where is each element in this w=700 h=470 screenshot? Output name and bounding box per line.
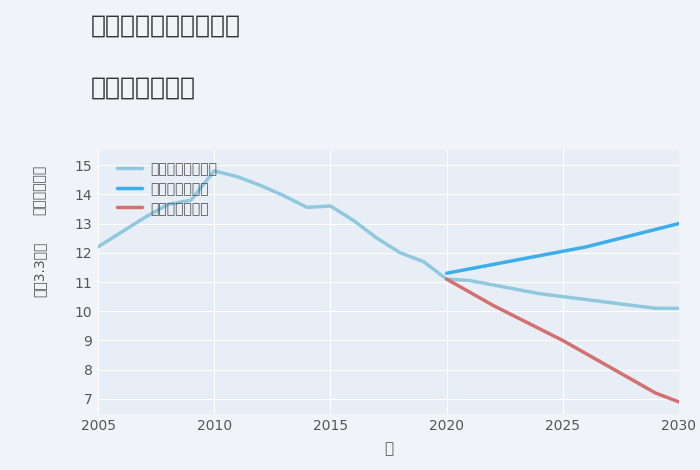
ノーマルシナリオ (164, 202, 172, 207)
ノーマルシナリオ (233, 174, 242, 180)
ノーマルシナリオ (326, 203, 335, 209)
Text: 土地の価格推移: 土地の価格推移 (91, 75, 196, 99)
Text: 単価（万円）: 単価（万円） (33, 165, 47, 215)
バッドシナリオ (605, 364, 613, 369)
グッドシナリオ (559, 249, 567, 254)
Text: 三重県鈴鹿市三宅町の: 三重県鈴鹿市三宅町の (91, 14, 241, 38)
Line: ノーマルシナリオ: ノーマルシナリオ (98, 171, 679, 308)
ノーマルシナリオ (675, 306, 683, 311)
バッドシナリオ (559, 337, 567, 343)
ノーマルシナリオ (117, 229, 125, 235)
ノーマルシナリオ (303, 204, 312, 210)
ノーマルシナリオ (256, 183, 265, 188)
バッドシナリオ (652, 390, 660, 396)
ノーマルシナリオ (280, 193, 288, 198)
ノーマルシナリオ (652, 306, 660, 311)
ノーマルシナリオ (372, 235, 381, 241)
X-axis label: 年: 年 (384, 441, 393, 456)
ノーマルシナリオ (140, 215, 148, 220)
ノーマルシナリオ (536, 291, 544, 297)
グッドシナリオ (442, 270, 451, 276)
グッドシナリオ (582, 244, 590, 250)
ノーマルシナリオ (582, 297, 590, 302)
ノーマルシナリオ (396, 250, 405, 256)
グッドシナリオ (652, 227, 660, 232)
Text: 坪（3.3㎡）: 坪（3.3㎡） (33, 241, 47, 297)
バッドシナリオ (442, 276, 451, 282)
ノーマルシナリオ (94, 244, 102, 250)
ノーマルシナリオ (489, 282, 497, 288)
ノーマルシナリオ (629, 303, 637, 308)
ノーマルシナリオ (349, 218, 358, 223)
グッドシナリオ (629, 232, 637, 238)
Line: バッドシナリオ: バッドシナリオ (447, 279, 679, 402)
バッドシナリオ (675, 399, 683, 405)
グッドシナリオ (675, 221, 683, 227)
ノーマルシナリオ (466, 278, 474, 283)
ノーマルシナリオ (512, 287, 521, 292)
ノーマルシナリオ (559, 294, 567, 299)
グッドシナリオ (536, 253, 544, 258)
ノーマルシナリオ (419, 258, 428, 264)
グッドシナリオ (489, 262, 497, 267)
Line: グッドシナリオ: グッドシナリオ (447, 224, 679, 273)
ノーマルシナリオ (210, 168, 218, 174)
グッドシナリオ (466, 266, 474, 272)
ノーマルシナリオ (442, 276, 451, 282)
グッドシナリオ (605, 238, 613, 244)
ノーマルシナリオ (605, 300, 613, 306)
Legend: ノーマルシナリオ, グッドシナリオ, バッドシナリオ: ノーマルシナリオ, グッドシナリオ, バッドシナリオ (117, 163, 217, 216)
グッドシナリオ (512, 257, 521, 263)
バッドシナリオ (489, 303, 497, 308)
ノーマルシナリオ (187, 197, 195, 203)
